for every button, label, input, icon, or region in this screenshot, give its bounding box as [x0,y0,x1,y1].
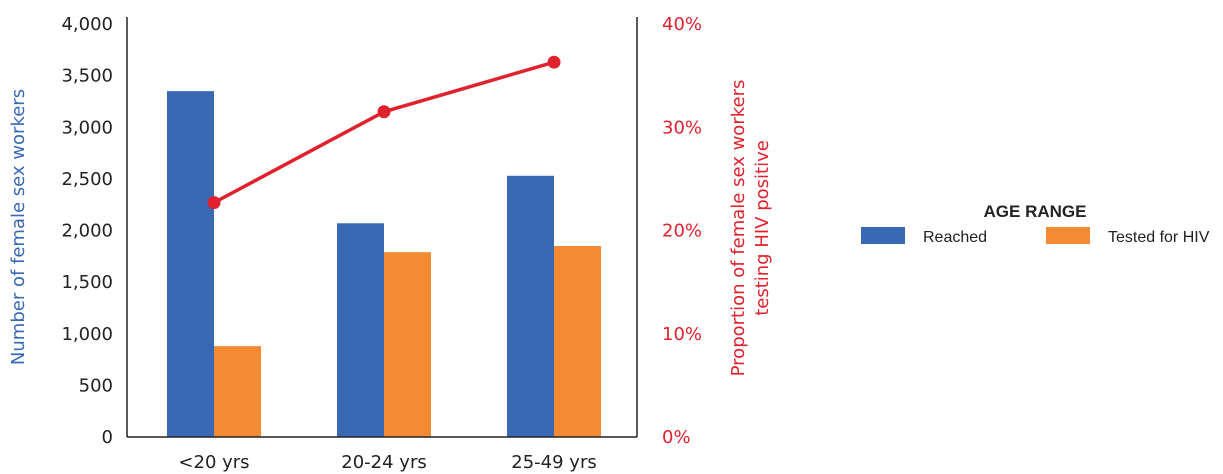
line-path [213,60,555,205]
y2-tick-label: 10% [662,324,702,345]
y2-axis-title-line-2: testing HIV positive [752,140,773,316]
legend-swatch-tested [1046,227,1090,244]
y-tick-label: 2,000 [61,221,113,242]
legend-title: AGE RANGE [984,202,1087,221]
bars [167,91,601,438]
bar-reached-0 [167,91,214,438]
y2-tick-label: 40% [662,14,702,35]
y2-tick-label: 20% [662,221,702,242]
line-point-2 [547,55,561,69]
y2-tick-label: 0% [662,427,691,448]
x-tick-label: <20 yrs [178,452,249,473]
bar-reached-1 [337,223,384,437]
y-tick-label: 1,500 [61,272,113,293]
x-axis-ticks: <20 yrs 20-24 yrs 25-49 yrs [178,452,596,473]
y-tick-label: 4,000 [61,14,113,35]
left-axis-ticks: 0 500 1,000 1,500 2,000 2,500 3,000 3,500 4,000 [61,14,113,448]
bar-tested-0 [214,346,261,437]
line-point-0 [207,196,221,210]
y-tick-label: 1,000 [61,324,113,345]
legend-swatch-reached [861,227,905,244]
bar-reached-2 [507,175,554,437]
y-tick-label: 500 [79,375,113,396]
legend-label-tested: Tested for HIV [1108,229,1210,246]
line-point-1 [377,105,391,119]
legend: AGE RANGE Reached Tested for HIV [861,202,1210,246]
bar-tested-1 [384,252,431,437]
y-tick-label: 3,000 [61,117,113,138]
y2-tick-label: 30% [662,117,702,138]
x-tick-label: 25-49 yrs [511,452,596,473]
y-axis-title: Number of female sex workers [8,89,29,365]
right-axis-ticks: 0% 10% 20% 30% 40% [662,14,702,448]
legend-label-reached: Reached [923,229,987,246]
y-tick-label: 2,500 [61,169,113,190]
x-tick-label: 20-24 yrs [341,452,426,473]
y2-axis-title-line-1: Proportion of female sex workers [728,80,749,377]
y-tick-label: 0 [102,427,113,448]
line-series [207,55,561,210]
y-tick-label: 3,500 [61,66,113,87]
bar-tested-2 [554,245,601,437]
